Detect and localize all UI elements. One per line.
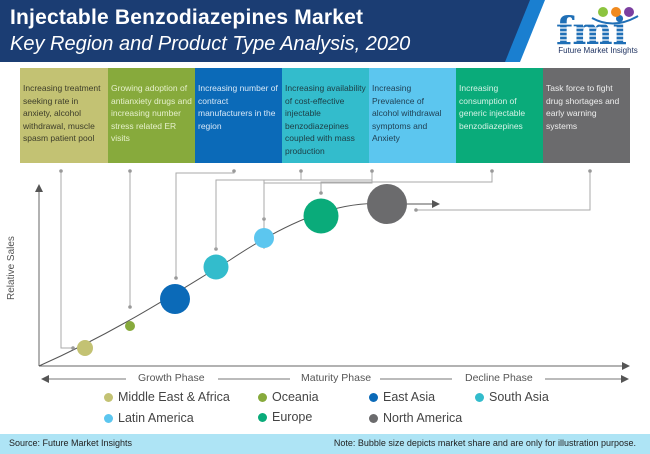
driver-box-latin-america: Increasing Prevalence of alcohol withdra… [369,68,456,163]
fmi-logo: fmi Future Market Insights [548,4,648,62]
phase-decline: Decline Phase [465,372,533,384]
legend-label: Latin America [118,411,194,425]
driver-box-north-america: Task force to fight drug shortages and e… [543,68,630,163]
lifecycle-curve [38,203,388,367]
page-subtitle: Key Region and Product Type Analysis, 20… [10,33,411,55]
driver-box-south-asia: Increasing availability of cost-effectiv… [282,68,369,163]
legend-label: North America [383,411,463,425]
legend-label: Oceania [272,390,319,404]
legend-dot-icon [369,392,378,402]
header-banner: Injectable Benzodiazepines Market Key Re… [0,0,650,62]
legend-south-asia: South Asia [475,390,549,404]
legend-north-america: North America [369,411,462,425]
driver-boxes: Increasing treatment seeking rate in anx… [20,68,630,163]
page-title: Injectable Benzodiazepines Market [10,6,364,29]
legend-dot-icon [104,392,113,402]
legend-middle-east-africa: Middle East & Africa [104,390,230,404]
legend-label: South Asia [489,390,549,404]
legend-dot-icon [104,413,113,423]
bubble-north-america [367,184,407,224]
driver-box-east-asia: Increasing number of contract manufactur… [195,68,282,163]
legend-east-asia: East Asia [369,390,435,404]
bubble-europe [303,198,339,234]
product-lifecycle-diagram [35,169,630,370]
legend-dot-icon [475,392,484,402]
source-text: Source: Future Market Insights [9,438,133,448]
legend-dot-icon [369,413,378,423]
legend-latin-america: Latin America [104,411,194,425]
header-background [0,0,650,62]
legend-oceania: Oceania [258,390,319,404]
connector-lines [60,171,591,349]
connector-dots [59,169,592,350]
bubble-south-asia [203,254,229,280]
legend-label: Europe [272,410,313,424]
legend-europe: Europe [258,410,312,424]
bubble-latin-america [254,228,274,248]
phase-timeline [41,375,629,383]
legend-dot-icon [258,412,267,422]
legend-dot-icon [258,392,267,402]
footer-bar: Source: Future Market Insights Note: Bub… [0,434,650,454]
phase-maturity: Maturity Phase [301,372,372,384]
bubble-middle-east-africa [77,340,93,356]
bubble-east-asia [160,284,190,314]
legend-label: East Asia [383,390,436,404]
driver-box-middle-east-africa: Increasing treatment seeking rate in anx… [20,68,108,163]
bubble-oceania [125,321,135,331]
phase-growth: Growth Phase [138,372,205,384]
note-text: Note: Bubble size depicts market share a… [333,438,636,448]
logo-text: Future Market Insights [558,46,638,55]
fmi-logo-icon: fmi [554,7,639,53]
driver-box-oceania: Growing adoption of antianxiety drugs an… [108,68,195,163]
y-axis-label: Relative Sales [6,236,17,300]
legend-label: Middle East & Africa [118,390,230,404]
driver-box-europe: Increasing consumption of generic inject… [456,68,543,163]
